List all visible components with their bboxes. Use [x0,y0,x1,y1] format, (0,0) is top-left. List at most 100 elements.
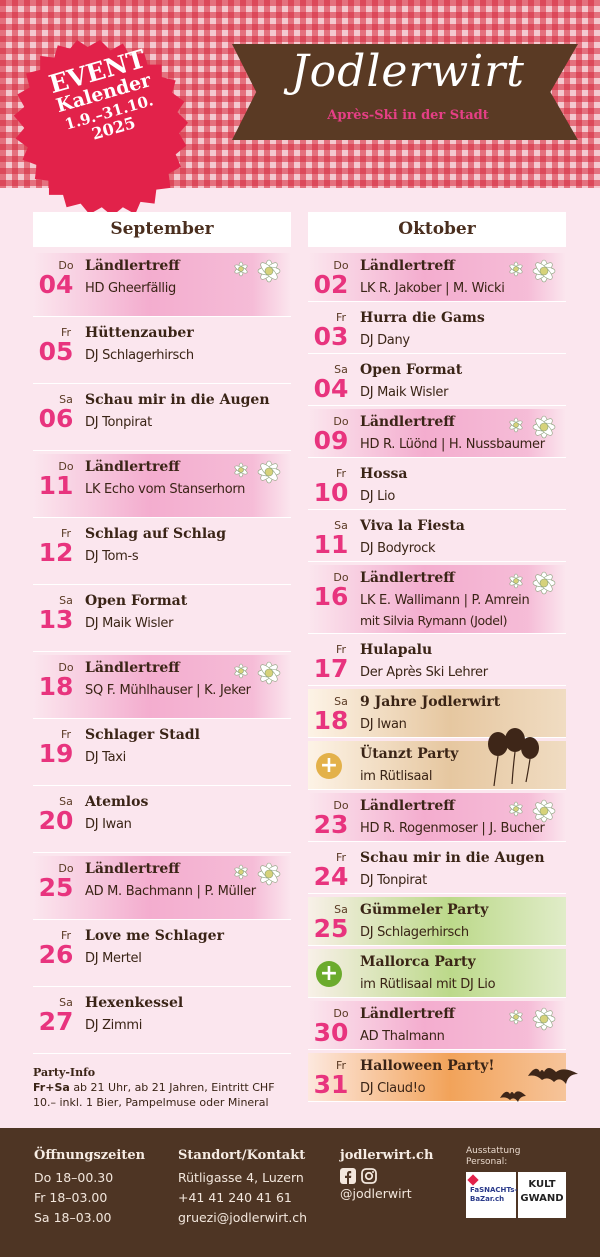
event-day-number: 02 [313,270,349,299]
event-day-number: 20 [38,806,74,835]
event-title: Gümmeler Party [360,902,489,918]
event-row: Do 04 Ländlertreff HD Gheerfällig [33,253,291,317]
event-title: Open Format [85,593,188,609]
event-row: Sa 04 Open Format DJ Maik Wisler [308,357,566,406]
event-subtitle: Der Après Ski Lehrer [360,665,488,680]
brand-logo: Jodlerwirt [291,46,525,97]
event-day-number: 26 [38,940,74,969]
event-day-number: 31 [313,1070,349,1099]
event-subtitle: DJ Maik Wisler [360,385,449,400]
event-day-number: 13 [38,605,74,634]
event-day-number: 27 [38,1007,74,1036]
event-subtitle: HD R. Lüönd | H. Nussbaumer [360,437,545,452]
event-title: Schau mir in die Augen [85,392,270,408]
event-row: Fr 10 Hossa DJ Lio [308,461,566,510]
event-weekday: Do [58,661,74,674]
event-day-number: 11 [313,530,349,559]
event-weekday: Fr [60,527,72,540]
event-subtitle: HD R. Rogenmoser | J. Bucher [360,821,545,836]
event-weekday: Sa [59,996,73,1009]
event-title: Hulapalu [360,642,433,658]
edelweiss-icon [504,791,564,835]
instagram-icon[interactable] [361,1168,377,1184]
event-day-number: 19 [38,739,74,768]
event-subtitle: DJ Tonpirat [360,873,427,888]
plus-icon: + [316,960,342,987]
event-subtitle: HD Gheerfällig [85,281,177,296]
event-weekday: Do [58,460,74,473]
event-title: Ländlertreff [85,459,180,475]
hours-line: Do 18–00.30 [34,1170,114,1185]
event-title: Ländlertreff [360,414,455,430]
opening-hours-title: Öffnungszeiten [34,1148,146,1163]
hours-line: Sa 18–03.00 [34,1210,112,1225]
ausstattung-label: Ausstattung Personal: [466,1146,520,1168]
event-row: Sa 13 Open Format DJ Maik Wisler [33,588,291,652]
star-icon [467,1174,479,1186]
event-title: 9 Jahre Jodlerwirt [360,694,501,710]
edelweiss-icon [229,854,289,898]
event-row: Fr 03 Hurra die Gams DJ Dany [308,305,566,354]
event-weekday: Fr [335,311,347,324]
event-day-number: 12 [38,538,74,567]
event-weekday: Sa [59,594,73,607]
social-handle[interactable]: @jodlerwirt [340,1186,412,1201]
event-row: Fr 19 Schlager Stadl DJ Taxi [33,722,291,786]
event-day-number: 30 [313,1018,349,1047]
ausstattung-line: Ausstattung [466,1146,521,1156]
ausstattung-line: Personal: [466,1157,508,1167]
event-weekday: Fr [335,643,347,656]
hours-line: Fr 18–03.00 [34,1190,108,1205]
party-info-text: ab 21 Uhr, ab 21 Jahren, Eintritt CHF 10… [33,1081,275,1109]
event-title: Ländlertreff [85,861,180,877]
edelweiss-icon [229,452,289,496]
event-row: Fr 12 Schlag auf Schlag DJ Tom-s [33,521,291,585]
event-subtitle: DJ Iwan [360,717,407,732]
event-subtitle: DJ Schlagerhirsch [360,925,469,940]
sponsor1-line: BaZar.ch [470,1195,505,1203]
website-link[interactable]: jodlerwirt.ch [340,1148,434,1163]
event-title: Hexenkessel [85,995,184,1011]
event-subtitle: DJ Claud!o [360,1081,426,1096]
event-weekday: Do [333,799,349,812]
logo-ribbon [232,44,578,140]
sponsor1-text: FaSNACHTs- BaZar.ch [470,1186,517,1204]
month-header-oktober: Oktober [308,212,566,247]
event-subtitle: DJ Bodyrock [360,541,436,556]
event-day-number: 10 [313,478,349,507]
plus-icon: + [316,752,342,779]
event-title: Halloween Party! [360,1058,495,1074]
event-weekday: Fr [60,929,72,942]
event-subtitle-2: mit Silvia Rymann (Jodel) [360,613,508,628]
party-info-title: Party-Info [33,1066,96,1079]
event-subtitle: LK R. Jakober | M. Wicki [360,281,505,296]
oktober-column: Oktober Do 02 Ländlertreff LK R. Jakober | … [308,212,566,1102]
event-weekday: Sa [334,519,348,532]
event-weekday: Sa [334,903,348,916]
party-info-lead: Fr+Sa [33,1081,70,1094]
event-row: + Mallorca Party im Rütlisaal mit DJ Lio [308,949,566,998]
event-row: Sa 11 Viva la Fiesta DJ Bodyrock [308,513,566,562]
event-row: Sa 18 9 Jahre Jodlerwirt DJ Iwan [308,689,566,738]
sponsor2-line: KULT [528,1179,556,1190]
event-subtitle: DJ Tom-s [85,549,139,564]
event-weekday: Do [58,259,74,272]
edelweiss-icon [504,407,564,451]
event-title: Ländlertreff [85,258,180,274]
sponsor-fasnachtsbazar-logo: FaSNACHTs- BaZar.ch [466,1172,517,1218]
facebook-icon[interactable] [340,1168,356,1184]
event-day-number: 06 [38,404,74,433]
email-link[interactable]: gruezi@jodlerwirt.ch [178,1210,308,1225]
contact-title: Standort/Kontakt [178,1148,306,1163]
event-subtitle: DJ Dany [360,333,410,348]
event-day-number: 17 [313,654,349,683]
address: Rütligasse 4, Luzern [178,1170,304,1185]
event-weekday: Fr [335,851,347,864]
event-weekday: Sa [59,795,73,808]
event-subtitle: DJ Mertel [85,951,142,966]
phone-link[interactable]: +41 41 240 41 61 [178,1190,292,1205]
party-info: Party-Info Fr+Sa ab 21 Uhr, ab 21 Jahren… [33,1065,295,1110]
event-row: Fr 26 Love me Schlager DJ Mertel [33,923,291,987]
event-subtitle: SQ F. Mühlhauser | K. Jeker [85,683,251,698]
